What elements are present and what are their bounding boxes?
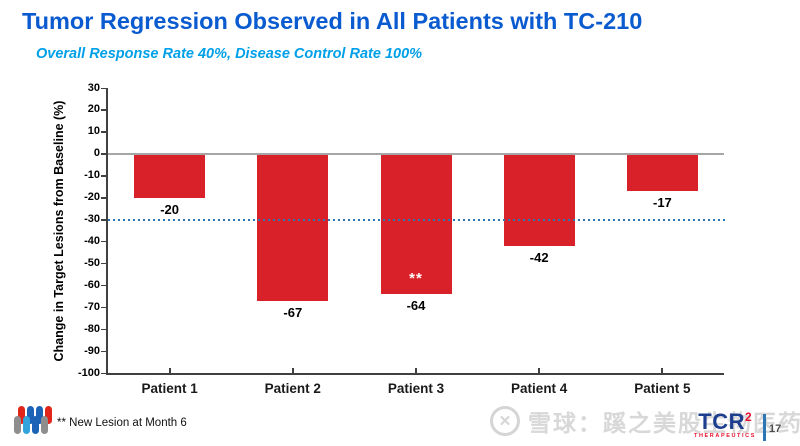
x-category-label: Patient 4 <box>511 381 568 396</box>
xueqiu-logo-icon: ✕ <box>490 406 520 436</box>
bar-value-label: -17 <box>652 195 672 211</box>
y-axis-tick-label: 30 <box>87 81 100 94</box>
slide-subtitle: Overall Response Rate 40%, Disease Contr… <box>36 46 423 62</box>
y-axis-tick-label: -10 <box>84 169 100 182</box>
y-axis-tick-label: -30 <box>84 213 100 226</box>
brand-logo-superscript: 2 <box>745 410 752 424</box>
x-axis-tick <box>538 368 541 373</box>
y-axis-tick <box>101 328 106 331</box>
y-axis-tick <box>101 109 106 111</box>
bar-patient-1 <box>134 153 206 198</box>
x-axis-tick <box>168 368 171 373</box>
y-axis-tick <box>101 153 106 155</box>
y-axis-tick <box>101 131 106 133</box>
y-axis-tick-label: -40 <box>84 234 100 247</box>
y-axis-tick <box>101 262 106 265</box>
y-axis-tick-label: 20 <box>87 103 100 116</box>
brand-logo-text: TCR <box>698 409 745 434</box>
zero-baseline <box>108 152 724 155</box>
page-number: 17 <box>769 423 782 435</box>
bar-patient-4 <box>503 153 575 246</box>
y-axis-tick <box>101 306 106 309</box>
footnote: ** New Lesion at Month 6 <box>57 417 187 429</box>
y-axis-tick-label: -80 <box>84 322 100 335</box>
slide-title: Tumor Regression Observed in All Patient… <box>22 8 643 34</box>
y-axis-tick-label: -90 <box>84 344 100 357</box>
y-axis-tick <box>101 87 106 89</box>
y-axis-tick <box>101 240 106 243</box>
tcr2-logo-mark-icon <box>14 406 52 434</box>
x-category-label: Patient 1 <box>141 381 198 396</box>
x-category-label: Patient 3 <box>387 381 445 396</box>
bar-value-label: -20 <box>160 201 179 217</box>
brand-logo: TCR2 THERAPEUTICS <box>694 411 756 440</box>
y-axis-tick-label: -50 <box>84 256 100 269</box>
x-axis-tick <box>661 368 664 373</box>
y-axis-tick-label: -20 <box>84 191 100 204</box>
bar-patient-5 <box>626 153 698 192</box>
y-axis-tick <box>101 197 106 199</box>
bar-annotation: ** <box>409 270 423 288</box>
bar-patient-3 <box>380 153 452 295</box>
x-category-label: Patient 5 <box>634 381 691 396</box>
response-threshold-line <box>108 218 727 221</box>
y-axis-line <box>106 88 108 375</box>
bar-value-label: -42 <box>529 249 549 265</box>
x-axis-tick <box>291 368 294 373</box>
y-axis-tick <box>101 284 106 287</box>
x-axis-tick <box>415 368 417 373</box>
watermark: ✕ 雪球：蹊之美股生物医药 <box>490 404 800 438</box>
page-number-separator <box>763 414 766 441</box>
brand-logo-subtext: THERAPEUTICS <box>694 433 756 439</box>
x-category-label: Patient 2 <box>264 381 321 396</box>
y-axis-tick-label: -70 <box>84 300 100 313</box>
y-axis-tick-label: -60 <box>84 278 100 291</box>
y-axis-tick <box>101 350 106 353</box>
y-axis-tick-label: 0 <box>93 147 100 160</box>
y-axis-tick <box>101 175 106 177</box>
y-axis-tick <box>101 372 106 374</box>
watermark-text: 雪球：蹊之美股生物医药 <box>528 410 800 436</box>
bar-value-label: -64 <box>406 298 426 314</box>
y-axis-tick-label: -100 <box>77 366 100 379</box>
x-axis-line <box>108 372 724 375</box>
y-axis-tick-label: 10 <box>87 125 100 138</box>
bar-value-label: -67 <box>283 304 303 320</box>
bar-patient-2 <box>257 153 329 301</box>
y-axis-tick <box>101 219 106 221</box>
